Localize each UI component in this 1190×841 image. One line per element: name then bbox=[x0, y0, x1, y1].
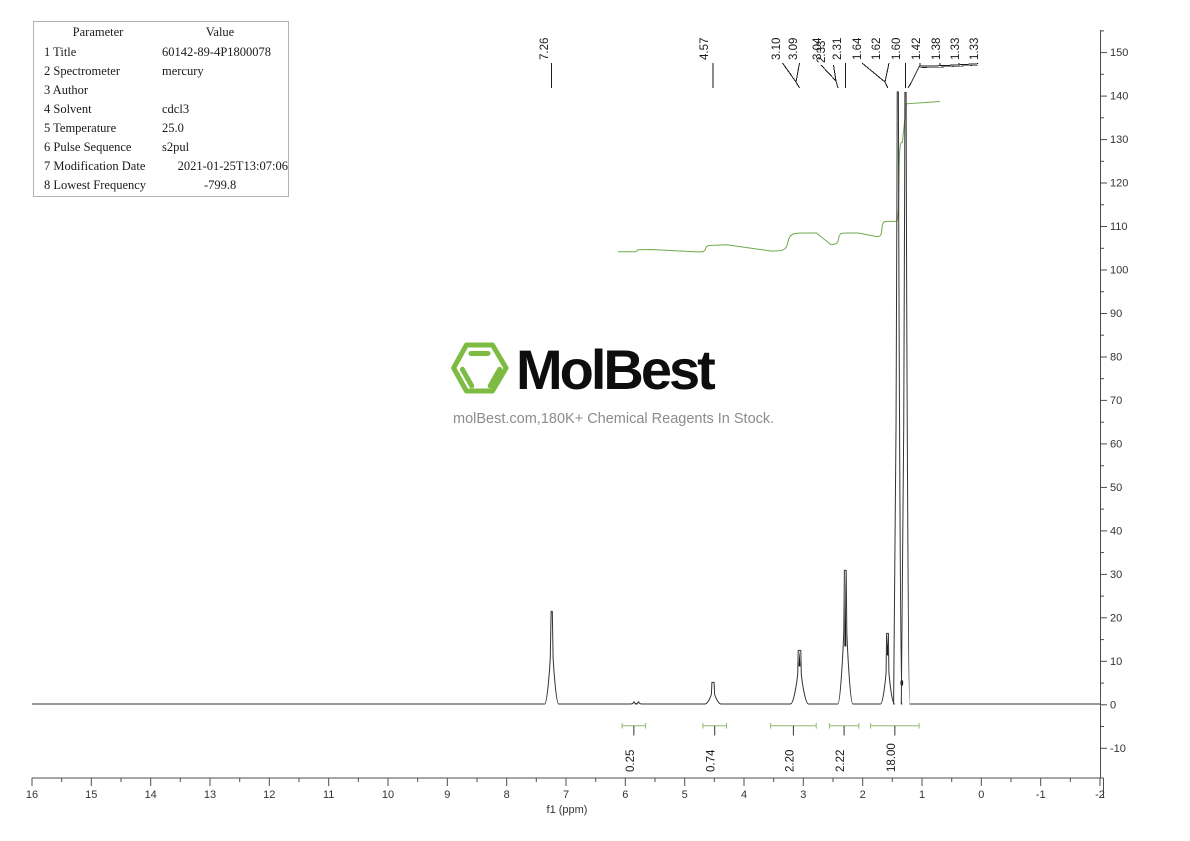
svg-text:1.33: 1.33 bbox=[950, 38, 962, 60]
svg-text:13: 13 bbox=[204, 789, 216, 801]
svg-text:110: 110 bbox=[1110, 221, 1128, 233]
svg-text:molBest.com,180K+ Chemical Rea: molBest.com,180K+ Chemical Reagents In S… bbox=[453, 411, 774, 427]
svg-text:0.25: 0.25 bbox=[625, 750, 637, 772]
svg-text:120: 120 bbox=[1110, 178, 1128, 190]
svg-text:0.74: 0.74 bbox=[706, 749, 718, 772]
svg-text:16: 16 bbox=[26, 789, 38, 801]
svg-text:20: 20 bbox=[1110, 612, 1122, 624]
svg-text:MolBest: MolBest bbox=[516, 338, 715, 401]
svg-text:15: 15 bbox=[85, 789, 97, 801]
svg-text:18.00: 18.00 bbox=[886, 743, 898, 772]
svg-text:0: 0 bbox=[978, 789, 984, 801]
svg-text:f1 (ppm): f1 (ppm) bbox=[547, 804, 588, 816]
svg-text:9: 9 bbox=[444, 789, 450, 801]
svg-text:40: 40 bbox=[1110, 525, 1122, 537]
svg-text:30: 30 bbox=[1110, 569, 1122, 581]
svg-text:1.33: 1.33 bbox=[969, 38, 981, 60]
svg-text:12: 12 bbox=[263, 789, 275, 801]
svg-text:-10: -10 bbox=[1110, 743, 1126, 755]
svg-text:100: 100 bbox=[1110, 265, 1128, 277]
svg-text:1.62: 1.62 bbox=[871, 38, 883, 60]
svg-text:60: 60 bbox=[1110, 438, 1122, 450]
svg-text:2.31: 2.31 bbox=[832, 38, 844, 60]
svg-text:1.64: 1.64 bbox=[852, 37, 864, 60]
svg-text:1.38: 1.38 bbox=[931, 38, 943, 60]
svg-text:1.42: 1.42 bbox=[911, 38, 923, 60]
svg-text:-1: -1 bbox=[1036, 789, 1046, 801]
svg-text:2: 2 bbox=[860, 789, 866, 801]
svg-text:80: 80 bbox=[1110, 352, 1122, 364]
svg-text:-2: -2 bbox=[1095, 789, 1105, 801]
svg-text:70: 70 bbox=[1110, 395, 1122, 407]
svg-text:3: 3 bbox=[800, 789, 806, 801]
svg-text:150: 150 bbox=[1110, 47, 1128, 59]
svg-text:1: 1 bbox=[919, 789, 925, 801]
svg-text:3.10: 3.10 bbox=[771, 38, 783, 60]
svg-text:7: 7 bbox=[563, 789, 569, 801]
svg-text:10: 10 bbox=[1110, 656, 1122, 668]
svg-text:50: 50 bbox=[1110, 482, 1122, 494]
svg-text:6: 6 bbox=[622, 789, 628, 801]
svg-text:4.57: 4.57 bbox=[699, 38, 711, 60]
svg-text:7.26: 7.26 bbox=[539, 38, 551, 60]
svg-text:1.60: 1.60 bbox=[891, 38, 903, 60]
svg-text:14: 14 bbox=[145, 789, 157, 801]
svg-text:140: 140 bbox=[1110, 91, 1128, 103]
svg-text:2.33: 2.33 bbox=[816, 41, 828, 63]
svg-text:3.09: 3.09 bbox=[788, 38, 800, 60]
svg-text:0: 0 bbox=[1110, 699, 1116, 711]
svg-text:130: 130 bbox=[1110, 134, 1128, 146]
svg-text:11: 11 bbox=[323, 789, 334, 801]
svg-text:90: 90 bbox=[1110, 308, 1122, 320]
svg-text:2.22: 2.22 bbox=[835, 750, 847, 772]
svg-text:10: 10 bbox=[382, 789, 394, 801]
svg-text:4: 4 bbox=[741, 789, 747, 801]
svg-text:8: 8 bbox=[504, 789, 510, 801]
svg-text:5: 5 bbox=[682, 789, 688, 801]
svg-text:2.20: 2.20 bbox=[784, 750, 796, 772]
